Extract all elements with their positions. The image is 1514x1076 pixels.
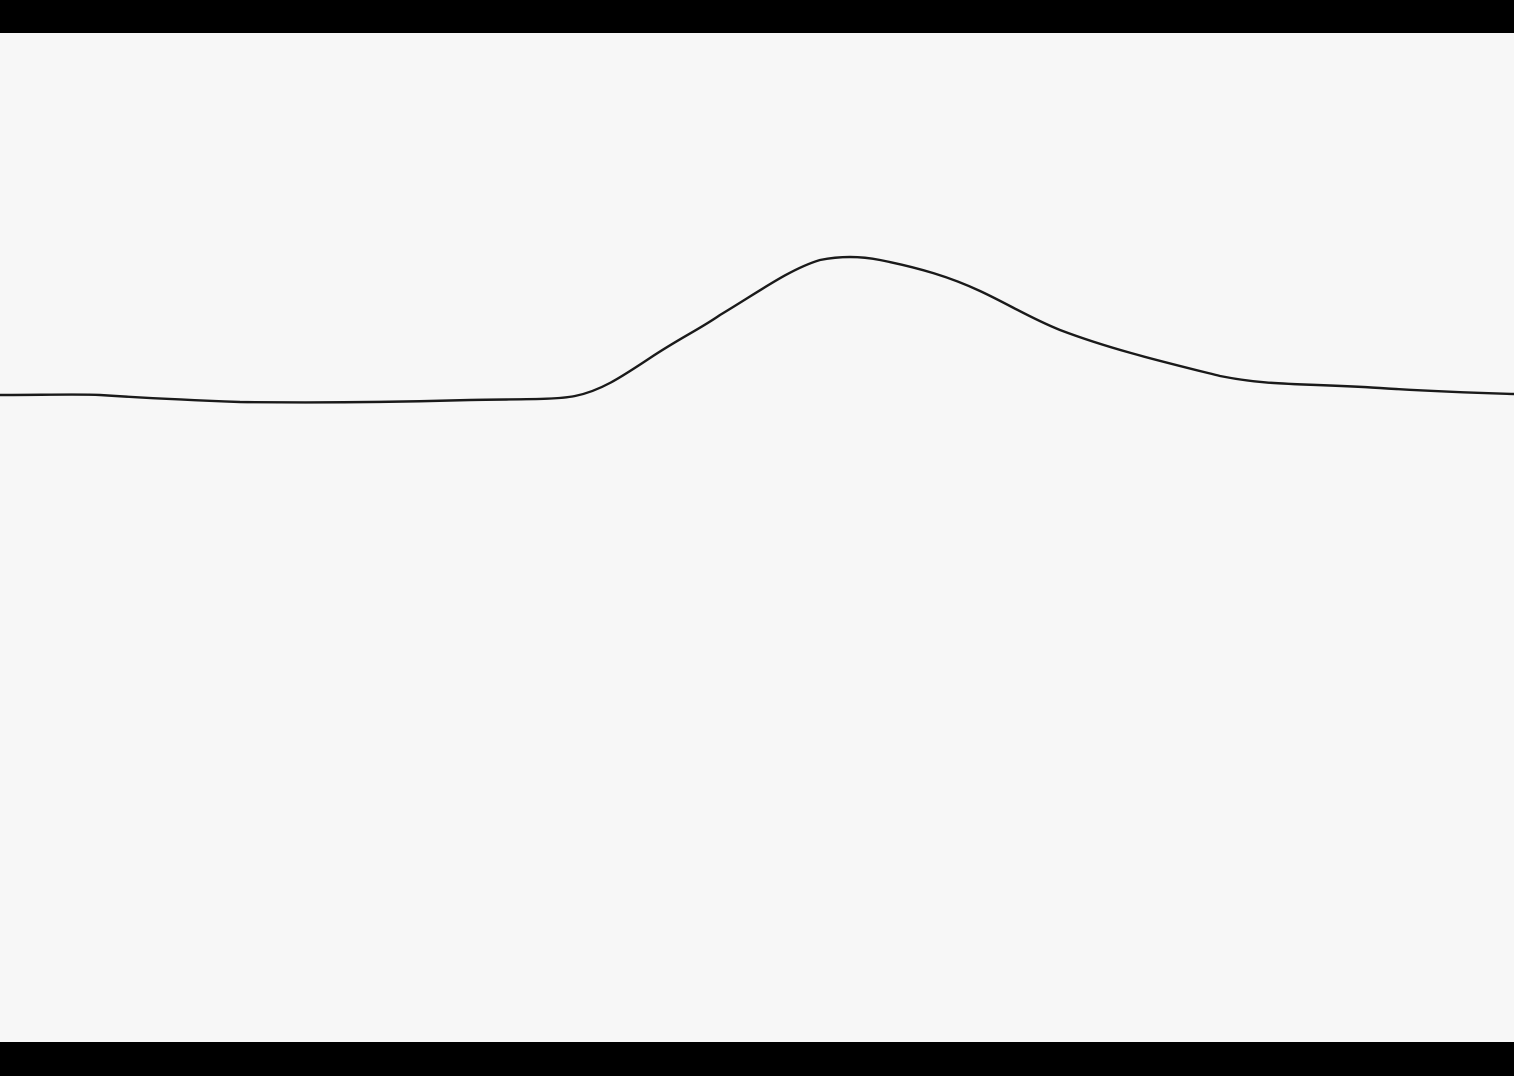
letterbox-bottom-bar bbox=[0, 1042, 1514, 1076]
hand-drawn-curve-line bbox=[0, 255, 1514, 404]
sketch-drawing bbox=[0, 255, 1514, 404]
letterbox-top-bar bbox=[0, 0, 1514, 33]
drawing-canvas bbox=[0, 33, 1514, 1042]
